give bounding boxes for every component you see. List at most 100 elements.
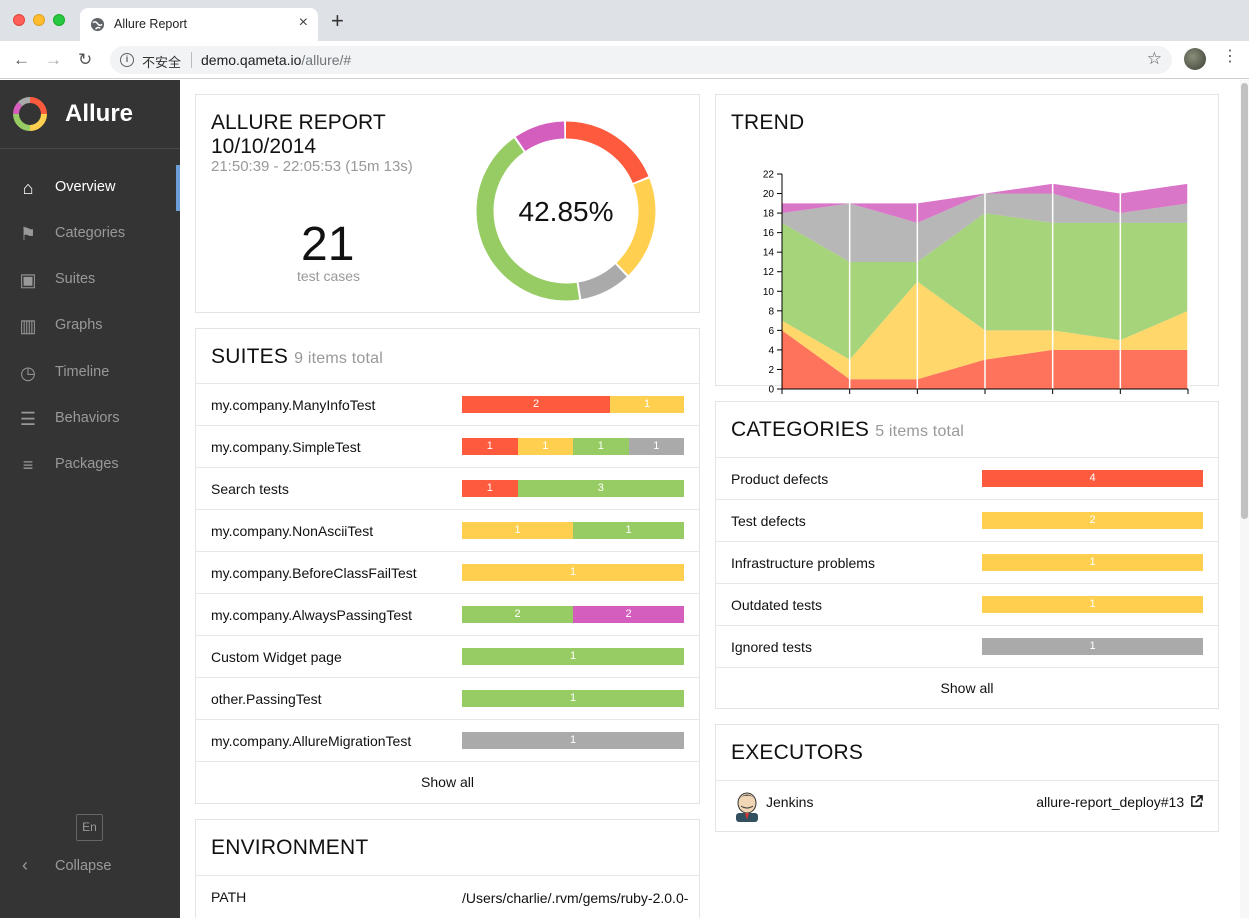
- trend-y-tick-label: 4: [768, 345, 774, 356]
- window-close-button[interactable]: [13, 14, 25, 26]
- category-row[interactable]: Product defects 4: [716, 457, 1218, 499]
- status-segment-passed: 2: [462, 606, 573, 623]
- suite-row[interactable]: my.company.SimpleTest 1 1 1 1: [196, 425, 699, 467]
- suite-row[interactable]: Custom Widget page 1: [196, 635, 699, 677]
- url-text[interactable]: demo.qameta.io/allure/#: [201, 52, 351, 68]
- tab-close-icon[interactable]: ×: [298, 14, 308, 31]
- status-segment-failed: 4: [982, 470, 1203, 487]
- bookmark-star-icon[interactable]: ☆: [1146, 49, 1162, 68]
- status-donut-chart[interactable]: 42.85%: [474, 119, 658, 303]
- status-segment-passed: 3: [517, 480, 684, 497]
- suite-status-bar: 1: [462, 648, 684, 665]
- executor-build-link[interactable]: allure-report_deploy#13: [1036, 794, 1203, 810]
- window-minimize-button[interactable]: [33, 14, 45, 26]
- suite-row[interactable]: my.company.AllureMigrationTest 1: [196, 719, 699, 761]
- url-host: demo.qameta.io: [201, 52, 302, 68]
- suite-row[interactable]: Search tests 1 3: [196, 467, 699, 509]
- back-icon[interactable]: ←: [13, 50, 30, 69]
- tab-title: Allure Report: [114, 17, 187, 31]
- suite-show-all-button[interactable]: Show all: [196, 761, 699, 801]
- environment-title: ENVIRONMENT: [211, 836, 369, 859]
- sidebar-item-packages[interactable]: ≡ Packages: [0, 442, 180, 488]
- trend-y-tick-label: 8: [768, 306, 774, 317]
- collapse-button[interactable]: ‹ Collapse: [0, 852, 180, 882]
- categories-count: 5 items total: [875, 423, 965, 440]
- browser-menu-icon[interactable]: ⋮: [1222, 48, 1238, 65]
- sidebar-item-suites[interactable]: ▣ Suites: [0, 257, 180, 303]
- category-name: Product defects: [731, 471, 829, 487]
- new-tab-button[interactable]: +: [331, 8, 344, 33]
- brand[interactable]: Allure: [0, 80, 180, 149]
- reload-icon[interactable]: ↻: [78, 50, 93, 69]
- category-row[interactable]: Test defects 2: [716, 499, 1218, 541]
- category-show-all-button[interactable]: Show all: [716, 667, 1218, 707]
- donut-slice-failed[interactable]: [476, 121, 656, 301]
- suite-row[interactable]: my.company.NonAsciiTest 1 1: [196, 509, 699, 551]
- trend-area-unknown[interactable]: [782, 183, 1188, 223]
- categories-widget: CATEGORIES 5 items total Product defects…: [715, 401, 1219, 709]
- summary-widget: ALLURE REPORT 10/10/2014 21:50:39 - 22:0…: [195, 94, 700, 313]
- trend-y-tick-label: 20: [763, 189, 775, 200]
- suites-title[interactable]: SUITES 9 items total: [211, 345, 383, 369]
- info-icon[interactable]: i: [120, 53, 134, 67]
- sidebar-item-graphs[interactable]: ▥ Graphs: [0, 303, 180, 349]
- window-zoom-button[interactable]: [53, 14, 65, 26]
- category-row[interactable]: Ignored tests 1: [716, 625, 1218, 667]
- address-separator: [191, 52, 192, 68]
- status-segment-passed: 1: [462, 648, 684, 665]
- executors-widget: EXECUTORS Jenkins allure-report_deploy#1…: [715, 724, 1219, 832]
- status-segment-broken: 1: [982, 554, 1203, 571]
- suite-row[interactable]: other.PassingTest 1: [196, 677, 699, 719]
- sidebar-item-overview[interactable]: ⌂ Overview: [0, 165, 180, 211]
- browser-tab[interactable]: Allure Report ×: [80, 8, 318, 41]
- executor-name: Jenkins: [766, 794, 814, 810]
- allure-logo-icon: [12, 97, 47, 131]
- trend-y-tick-label: 6: [768, 326, 774, 337]
- forward-icon[interactable]: →: [45, 50, 62, 69]
- suite-name: other.PassingTest: [211, 691, 322, 707]
- align-left-icon: ≡: [22, 455, 34, 475]
- report-time-range: 21:50:39 - 22:05:53 (15m 13s): [211, 158, 413, 175]
- language-button[interactable]: En: [76, 814, 103, 841]
- environment-row: PATH /Users/charlie/.rvm/gems/ruby-2.0.0…: [196, 875, 699, 918]
- donut-slice-passed[interactable]: [476, 121, 656, 301]
- scrollbar-thumb[interactable]: [1241, 83, 1248, 519]
- donut-slice-broken[interactable]: [476, 121, 656, 301]
- suite-row[interactable]: my.company.BeforeClassFailTest 1: [196, 551, 699, 593]
- address-bar[interactable]: i 不安全 demo.qameta.io/allure/# ☆: [110, 46, 1172, 74]
- suite-name: my.company.BeforeClassFailTest: [211, 565, 417, 581]
- security-label[interactable]: 不安全: [142, 55, 182, 70]
- category-row[interactable]: Outdated tests 1: [716, 583, 1218, 625]
- categories-title[interactable]: CATEGORIES 5 items total: [731, 418, 964, 442]
- sidebar-item-behaviors[interactable]: ☰ Behaviors: [0, 396, 180, 442]
- sidebar-item-categories[interactable]: ⚑ Categories: [0, 211, 180, 257]
- suite-row[interactable]: my.company.ManyInfoTest 2 1: [196, 383, 699, 425]
- trend-y-tick-label: 10: [763, 287, 775, 298]
- category-status-bar: 1: [982, 554, 1203, 571]
- executor-build-label: allure-report_deploy#13: [1036, 794, 1185, 810]
- trend-widget: TREND 0246810121416182022#7#8#9#10#11#12…: [715, 94, 1219, 395]
- category-status-bar: 1: [982, 596, 1203, 613]
- trend-area-skipped[interactable]: [782, 193, 1188, 262]
- brand-name: Allure: [65, 100, 134, 127]
- suite-name: my.company.AlwaysPassingTest: [211, 607, 412, 623]
- page-scrollbar[interactable]: [1240, 80, 1249, 918]
- profile-avatar[interactable]: [1184, 48, 1206, 70]
- status-segment-unknown: 2: [573, 606, 684, 623]
- category-name: Infrastructure problems: [731, 555, 875, 571]
- suite-name: my.company.SimpleTest: [211, 439, 361, 455]
- category-name: Ignored tests: [731, 639, 812, 655]
- suite-row[interactable]: my.company.AlwaysPassingTest 2 2: [196, 593, 699, 635]
- sidebar-item-label: Packages: [55, 456, 119, 472]
- category-row[interactable]: Infrastructure problems 1: [716, 541, 1218, 583]
- report-title: ALLURE REPORT: [211, 111, 386, 134]
- sidebar-item-timeline[interactable]: ◷ Timeline: [0, 350, 180, 396]
- external-link-icon: [1191, 795, 1203, 807]
- suite-name: Custom Widget page: [211, 649, 342, 665]
- trend-title[interactable]: TREND: [731, 111, 805, 134]
